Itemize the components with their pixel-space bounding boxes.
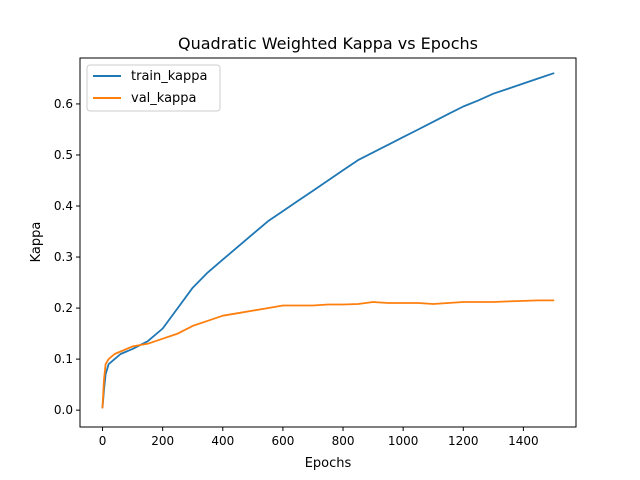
- x-tick-label: 1200: [448, 434, 479, 448]
- x-tick-label: 0: [99, 434, 107, 448]
- x-tick-label: 1000: [388, 434, 419, 448]
- x-tick-label: 200: [151, 434, 174, 448]
- x-axis-label: Epochs: [305, 456, 352, 471]
- y-tick-label: 0.5: [54, 148, 73, 162]
- x-tick-label: 1400: [508, 434, 539, 448]
- y-tick-label: 0.4: [54, 199, 73, 213]
- y-axis-label: Kappa: [29, 222, 44, 263]
- legend-label-train-kappa: train_kappa: [131, 69, 208, 84]
- plot-frame: [79, 57, 577, 428]
- y-tick-label: 0.3: [54, 250, 73, 264]
- y-tick-label: 0.2: [54, 301, 73, 315]
- x-tick-label: 400: [211, 434, 234, 448]
- legend: train_kappa val_kappa: [86, 64, 221, 112]
- y-tick-label: 0.0: [54, 403, 73, 417]
- x-tick-label: 600: [271, 434, 294, 448]
- chart-title: Quadratic Weighted Kappa vs Epochs: [178, 34, 478, 53]
- y-tick-label: 0.6: [54, 97, 73, 111]
- series-line-val-kappa: [101, 299, 555, 409]
- x-axis-ticks: 0 200 400 600 800 1000 1200 1400: [99, 427, 539, 448]
- plot-lines: [101, 72, 555, 409]
- x-tick-label: 800: [332, 434, 355, 448]
- series-line-train-kappa: [101, 72, 555, 409]
- legend-label-val-kappa: val_kappa: [131, 91, 197, 106]
- y-tick-label: 0.1: [54, 352, 73, 366]
- y-axis-ticks: 0.0 0.1 0.2 0.3 0.4 0.5 0.6: [54, 97, 80, 417]
